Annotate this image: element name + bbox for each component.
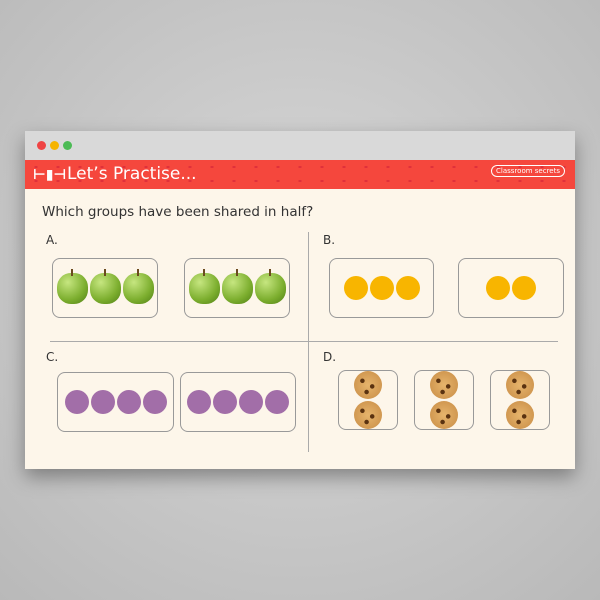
maximize-button[interactable] [63,141,72,150]
group-box [338,370,398,430]
apple-icon [188,268,220,304]
apple-icon [89,268,121,304]
cookie-icon [354,371,382,399]
apple-icon [254,268,286,304]
purple-circle [142,390,167,414]
group-box [490,370,550,430]
app-window: ⊢▮⊣ Let’s Practise... Classroom secrets … [25,131,575,469]
title-bar [25,131,575,160]
group-box [180,372,296,432]
classroom-secrets-logo: Classroom secrets [491,165,565,177]
apple-icon [122,268,154,304]
option-c-label: C. [46,350,59,364]
group-box [458,258,564,318]
horizontal-divider [50,341,558,342]
close-button[interactable] [37,141,46,150]
purple-circle [187,390,211,414]
orange-circle [486,276,510,300]
purple-circle [64,390,89,414]
purple-circle [90,390,115,414]
group-box [184,258,290,318]
page-title: Let’s Practise... [67,164,197,184]
vertical-divider [308,232,309,452]
purple-circle [239,390,263,414]
group-box [329,258,434,318]
option-a-label: A. [46,233,58,247]
purple-circle [116,390,141,414]
option-d-label: D. [323,350,337,364]
minimize-button[interactable] [50,141,59,150]
cookie-icon [430,401,458,429]
orange-circle [395,276,420,300]
purple-circle [213,390,237,414]
cookie-icon [506,371,534,399]
apple-icon [221,268,253,304]
group-box [414,370,474,430]
cookie-icon [354,401,382,429]
purple-circle [265,390,289,414]
apple-icon [56,268,88,304]
header-banner: ⊢▮⊣ Let’s Practise... Classroom secrets [25,160,575,189]
group-box [57,372,174,432]
orange-circle [512,276,536,300]
option-b-label: B. [323,233,336,247]
cookie-icon [506,401,534,429]
dumbbell-icon: ⊢▮⊣ [33,167,67,183]
group-box [52,258,158,318]
question-text: Which groups have been shared in half? [42,204,314,220]
orange-circle [369,276,394,300]
orange-circle [343,276,368,300]
cookie-icon [430,371,458,399]
